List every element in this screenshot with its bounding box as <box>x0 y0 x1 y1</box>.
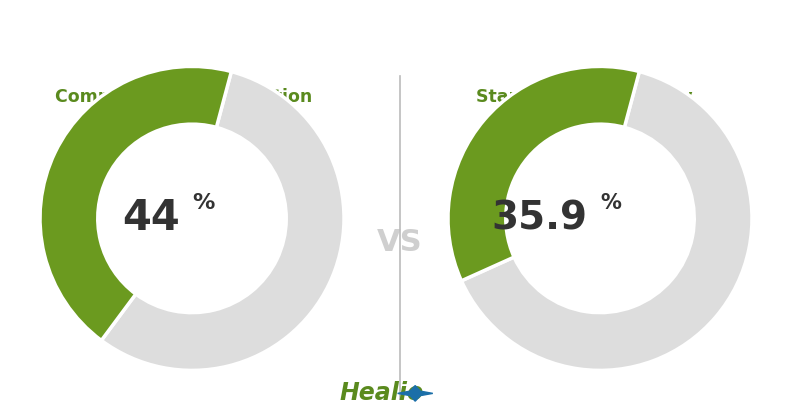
Text: %: % <box>600 193 621 213</box>
Wedge shape <box>448 66 639 281</box>
Text: Healio: Healio <box>339 381 424 405</box>
Text: Computer-aided detection: Computer-aided detection <box>55 88 313 106</box>
Wedge shape <box>40 66 231 341</box>
Polygon shape <box>398 386 433 401</box>
Text: Adenoma detection rate among patients who underwent:: Adenoma detection rate among patients wh… <box>53 24 747 44</box>
Text: VS: VS <box>377 228 423 257</box>
Text: %: % <box>192 193 214 213</box>
Wedge shape <box>102 71 344 370</box>
Text: 44: 44 <box>122 197 180 239</box>
Text: 35.9: 35.9 <box>492 200 588 237</box>
Wedge shape <box>462 71 752 370</box>
Text: Standard colonoscopy: Standard colonoscopy <box>476 88 692 106</box>
